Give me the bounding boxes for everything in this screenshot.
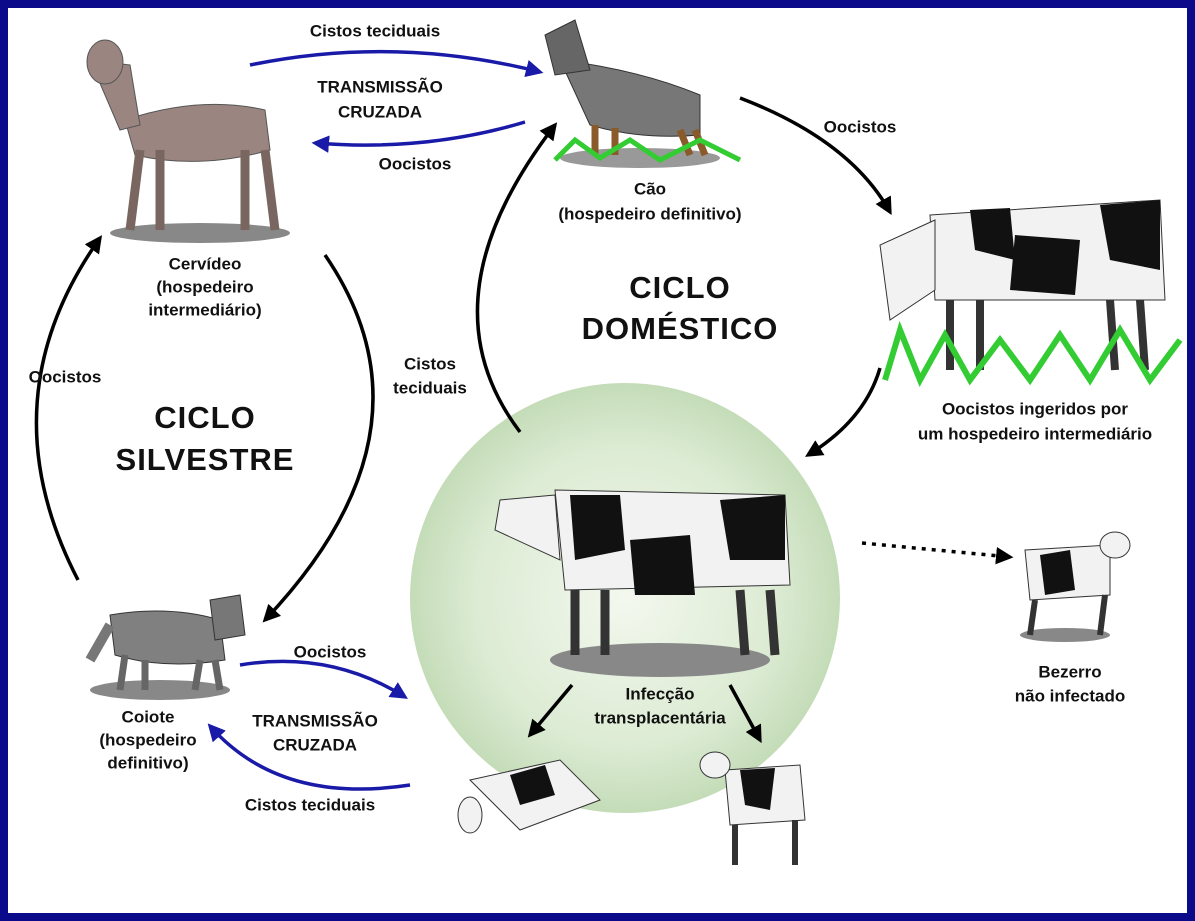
label: Oocistos ingeridos por [942, 399, 1128, 418]
label: Cistos [404, 354, 456, 373]
label: teciduais [393, 378, 467, 397]
label: TRANSMISSÃO [317, 76, 443, 96]
label: Coiote [122, 707, 175, 726]
infection-circle [410, 383, 840, 813]
label: Infecção [626, 684, 695, 703]
label: (hospedeiro definitivo) [558, 204, 741, 223]
label: Cistos teciduais [245, 795, 375, 814]
label: CRUZADA [273, 735, 357, 754]
label: CICLO [154, 400, 255, 435]
label: (hospedeiro [156, 277, 253, 296]
label: Cervídeo [169, 254, 242, 273]
label: definitivo) [107, 753, 188, 772]
label: Oocistos [379, 154, 452, 173]
label: (hospedeiro [99, 730, 196, 749]
label: Oocistos [294, 642, 367, 661]
label: Oocistos [29, 367, 102, 386]
label: transplacentária [594, 708, 726, 727]
label: não infectado [1015, 686, 1126, 705]
label: TRANSMISSÃO [252, 710, 378, 730]
label: Bezerro [1038, 662, 1101, 681]
label: Cão [634, 179, 666, 198]
label: intermediário) [148, 300, 261, 319]
label: um hospedeiro intermediário [918, 424, 1152, 443]
label: DOMÉSTICO [582, 311, 779, 346]
label: SILVESTRE [116, 442, 295, 477]
label: Cistos teciduais [310, 21, 440, 40]
diagram: Cistos teciduais TRANSMISSÃO CRUZADA Oocist… [0, 0, 1195, 921]
label: CRUZADA [338, 102, 422, 121]
label: Oocistos [824, 117, 897, 136]
label: CICLO [629, 270, 730, 305]
